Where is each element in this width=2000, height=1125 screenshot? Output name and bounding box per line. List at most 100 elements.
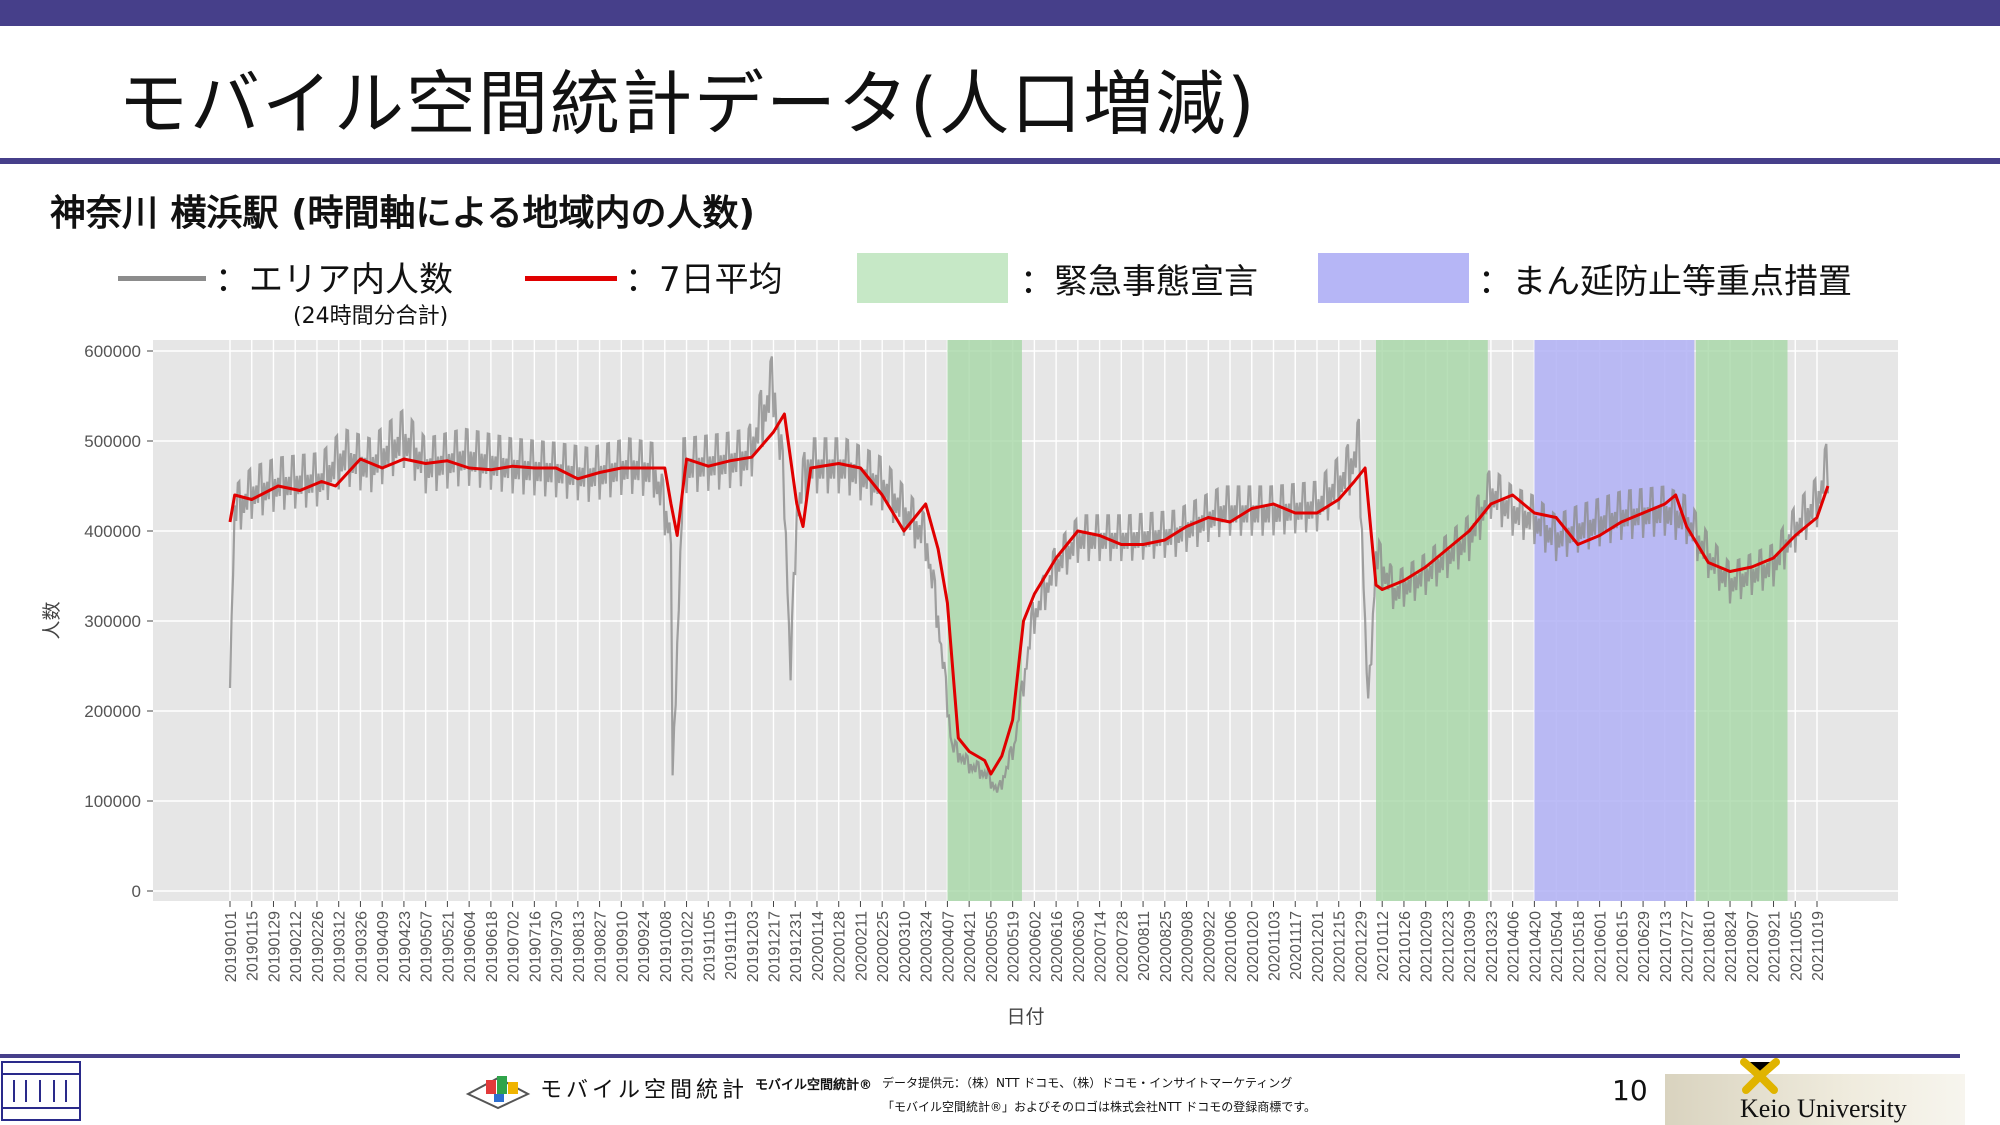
- legend-priority-swatch: [1318, 253, 1469, 303]
- x-tick-label: 20210824: [1723, 911, 1740, 982]
- x-tick-label: 20210713: [1658, 911, 1675, 982]
- x-tick-label: 20190212: [288, 911, 305, 982]
- x-tick-label: 20210112: [1375, 911, 1392, 981]
- x-tick-label: 20200714: [1093, 911, 1110, 982]
- keio-university-label: Keio University: [1740, 1094, 1907, 1123]
- x-tick-label: 20200211: [853, 911, 870, 981]
- x-tick-label: 20190226: [310, 911, 327, 982]
- x-tick-label: 20190910: [614, 911, 631, 982]
- x-tick-label: 20211005: [1788, 911, 1805, 981]
- x-tick-label: 20210921: [1767, 911, 1784, 982]
- x-tick-label: 20190312: [332, 911, 349, 982]
- x-tick-label: 20210420: [1527, 911, 1544, 982]
- x-tick-label: 20190604: [462, 911, 479, 982]
- x-tick-label: 20201215: [1332, 911, 1349, 982]
- keio-banner: [1665, 1074, 1965, 1125]
- title-divider: [0, 158, 2000, 164]
- series-avg7-line: [228, 412, 1830, 776]
- x-tick-label: 20200908: [1180, 911, 1197, 982]
- x-tick-label: 20191203: [745, 911, 762, 982]
- legend-emergency-label: ：緊急事態宣言: [1020, 262, 1258, 302]
- x-tick-label: 20210209: [1419, 911, 1436, 982]
- legend-daily-swatch: [118, 276, 206, 281]
- x-tick-label: 20191119: [723, 911, 740, 980]
- x-tick-label: 20191105: [701, 911, 718, 981]
- x-tick-label: 20200616: [1049, 911, 1066, 982]
- x-tick-label: 20210323: [1484, 911, 1501, 982]
- series-daily-line: [228, 356, 1829, 793]
- keio-pen-emblem: [1740, 1058, 1780, 1094]
- x-tick-label: 20200505: [984, 911, 1001, 982]
- y-tick-label: 0: [132, 882, 141, 901]
- x-tick-label: 20200324: [919, 911, 936, 982]
- x-tick-label: 20211019: [1810, 911, 1827, 981]
- x-tick-label: 20190409: [375, 911, 392, 982]
- x-tick-label: 20190716: [527, 911, 544, 982]
- x-tick-label: 20210601: [1593, 911, 1610, 982]
- x-tick-label: 20190115: [245, 911, 262, 981]
- x-tick-label: 20201103: [1267, 911, 1284, 981]
- footer-brand: モバイル空間統計: [540, 1078, 749, 1103]
- emergency-period-band: [1695, 340, 1788, 901]
- x-tick-label: 20190326: [353, 911, 370, 982]
- x-tick-label: 20201229: [1353, 911, 1370, 982]
- x-tick-label: 20210518: [1571, 911, 1588, 982]
- x-tick-label: 20200407: [940, 911, 957, 982]
- x-tick-label: 20200922: [1201, 911, 1218, 982]
- top-accent-bar: [0, 0, 2000, 26]
- y-tick-label: 200000: [84, 702, 141, 721]
- x-tick-label: 20190101: [223, 911, 240, 982]
- page-number: 10: [1612, 1074, 1648, 1107]
- x-tick-label: 20200114: [810, 911, 827, 981]
- footer-provider: データ提供元：（株）NTT ドコモ、（株）ドコモ・インサイトマーケティング: [882, 1076, 1293, 1090]
- legend-daily-label: ：エリア内人数: [215, 260, 453, 300]
- x-tick-label: 20200728: [1114, 911, 1131, 982]
- x-tick-label: 20200128: [832, 911, 849, 982]
- x-tick-label: 20190924: [636, 911, 653, 982]
- y-tick-label: 500000: [84, 432, 141, 451]
- x-tick-label: 20191231: [788, 911, 805, 982]
- footer-brand-mark: モバイル空間統計®: [755, 1078, 873, 1093]
- page-title: モバイル空間統計データ(人口増減): [118, 63, 1257, 145]
- x-tick-label: 20190702: [506, 911, 523, 982]
- x-tick-label: 20191217: [766, 911, 783, 982]
- x-tick-label: 20201117: [1288, 911, 1305, 980]
- legend-emergency-swatch: [857, 253, 1008, 303]
- x-tick-label: 20190423: [397, 911, 414, 982]
- x-tick-label: 20190507: [419, 911, 436, 982]
- footer-divider: [0, 1054, 1960, 1058]
- x-tick-label: 20191008: [658, 911, 675, 982]
- x-tick-label: 20210223: [1440, 911, 1457, 982]
- x-tick-label: 20190521: [440, 911, 457, 982]
- x-tick-label: 20190827: [593, 911, 610, 982]
- x-tick-label: 20190730: [549, 911, 566, 982]
- footer-left-logo: [1, 1061, 81, 1121]
- x-tick-label: 20200519: [1006, 911, 1023, 982]
- x-tick-label: 20191022: [680, 911, 697, 982]
- x-tick-label: 20190618: [484, 911, 501, 982]
- legend-avg-swatch: [525, 276, 617, 281]
- x-tick-label: 20210126: [1397, 911, 1414, 982]
- x-tick-label: 20210810: [1701, 911, 1718, 982]
- emergency-period-band: [1375, 340, 1488, 901]
- priority-period-band: [1534, 340, 1695, 901]
- y-axis-label: 人数: [41, 601, 63, 639]
- x-tick-label: 20201201: [1310, 911, 1327, 982]
- x-tick-label: 20210907: [1745, 911, 1762, 982]
- population-chart: 0 100000 200000 300000 400000 500000 600000 201…: [41, 340, 1898, 1028]
- x-tick-label: 20210727: [1680, 911, 1697, 982]
- y-tick-label: 600000: [84, 342, 141, 361]
- mobile-stats-logo-icon: [465, 1076, 531, 1110]
- x-tick-label: 20201020: [1245, 911, 1262, 982]
- x-tick-label: 20200602: [1027, 911, 1044, 982]
- x-tick-label: 20200811: [1136, 911, 1153, 981]
- x-tick-label: 20200825: [1158, 911, 1175, 982]
- emergency-period-band: [947, 340, 1022, 901]
- x-tick-label: 20190129: [266, 911, 283, 982]
- x-tick-label: 20210615: [1614, 911, 1631, 982]
- x-tick-label: 20200310: [897, 911, 914, 982]
- y-tick-label: 100000: [84, 792, 141, 811]
- x-tick-label: 20210504: [1549, 911, 1566, 982]
- x-tick-label: 20210629: [1636, 911, 1653, 982]
- x-axis-label: 日付: [1006, 1006, 1044, 1028]
